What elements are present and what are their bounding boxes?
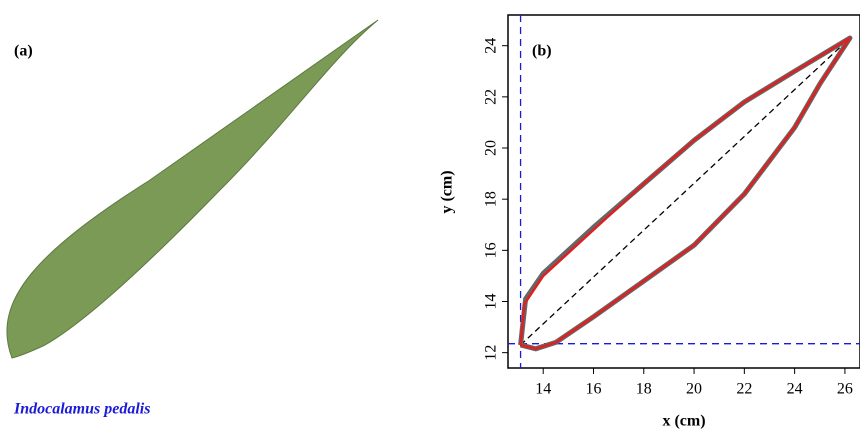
- diagonal-line: [520, 37, 851, 346]
- x-tick-label: 22: [736, 381, 752, 398]
- y-tick-label: 12: [483, 345, 500, 361]
- x-tick-label: 14: [535, 381, 551, 398]
- x-tick-label: 16: [585, 381, 601, 398]
- y-tick-label: 18: [483, 191, 500, 207]
- y-tick-label: 16: [483, 242, 500, 258]
- x-axis-label: x (cm): [662, 413, 705, 430]
- y-tick-label: 20: [483, 140, 500, 156]
- x-tick-label: 20: [686, 381, 702, 398]
- x-tick-label: 26: [837, 381, 853, 398]
- y-axis-label: y (cm): [439, 170, 456, 213]
- outline-curve: [519, 36, 852, 351]
- x-tick-label: 24: [787, 381, 803, 398]
- leaf-photo: [6, 19, 379, 359]
- y-tick-label: 24: [483, 38, 500, 54]
- y-tick-label: 14: [483, 293, 500, 309]
- panel-label: (b): [532, 43, 552, 60]
- panel-label: (a): [14, 43, 33, 60]
- x-tick-label: 18: [636, 381, 652, 398]
- plot-frame: [507, 14, 860, 369]
- y-tick-label: 22: [483, 89, 500, 105]
- species-caption: Indocalamus pedalis: [13, 401, 150, 418]
